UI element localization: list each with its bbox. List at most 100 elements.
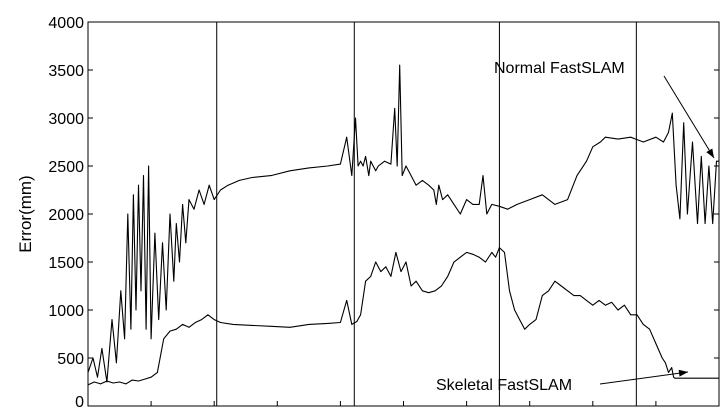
data-point-skeletal-fastslam [624, 304, 625, 306]
data-point-skeletal-fastslam [665, 362, 666, 364]
data-point-skeletal-fastslam [213, 319, 215, 320]
data-point-normal-fastslam [529, 199, 531, 201]
data-point-normal-fastslam [668, 132, 669, 133]
data-point-normal-fastslam [399, 64, 401, 66]
data-point-skeletal-fastslam [390, 276, 392, 277]
data-point-normal-fastslam [365, 156, 366, 157]
data-point-normal-fastslam [683, 122, 685, 124]
data-point-skeletal-fastslam [509, 290, 510, 292]
data-point-normal-fastslam [130, 328, 132, 330]
data-point-normal-fastslam [92, 357, 94, 359]
data-point-normal-fastslam [447, 194, 449, 196]
data-point-normal-fastslam [340, 163, 341, 165]
data-point-skeletal-fastslam [529, 324, 531, 325]
data-point-normal-fastslam [541, 194, 543, 196]
data-point-skeletal-fastslam [554, 280, 556, 282]
data-point-skeletal-fastslam [194, 322, 196, 323]
data-point-normal-fastslam [357, 165, 359, 167]
data-point-normal-fastslam [692, 141, 693, 143]
data-point-normal-fastslam [655, 136, 657, 138]
data-point-normal-fastslam [716, 160, 717, 162]
series-line-skeletal-fastslam [87, 247, 719, 386]
y-axis-title: Error(mm) [16, 175, 35, 252]
y-tick-label: 3000 [48, 111, 84, 128]
data-point-skeletal-fastslam [524, 328, 526, 330]
data-point-normal-fastslam [351, 175, 353, 177]
data-point-skeletal-fastslam [447, 276, 449, 277]
data-point-skeletal-fastslam [592, 304, 594, 306]
data-point-skeletal-fastslam [573, 295, 575, 296]
data-point-skeletal-fastslam [100, 383, 101, 385]
data-point-normal-fastslam [405, 165, 407, 167]
data-point-skeletal-fastslam [400, 271, 402, 272]
data-point-normal-fastslam [308, 167, 310, 169]
data-point-skeletal-fastslam [453, 261, 455, 263]
data-point-skeletal-fastslam [434, 290, 436, 292]
data-point-normal-fastslam [169, 213, 171, 215]
data-point-normal-fastslam [346, 136, 348, 138]
data-point-skeletal-fastslam [351, 324, 353, 325]
data-point-normal-fastslam [675, 184, 677, 186]
data-point-skeletal-fastslam [360, 314, 361, 316]
data-point-normal-fastslam [600, 141, 601, 143]
data-point-skeletal-fastslam [175, 328, 177, 330]
data-point-normal-fastslam [372, 165, 374, 167]
data-point-skeletal-fastslam [673, 376, 674, 378]
data-point-skeletal-fastslam [499, 247, 500, 249]
data-point-skeletal-fastslam [207, 314, 209, 316]
data-point-normal-fastslam [138, 184, 139, 186]
data-point-skeletal-fastslam [605, 304, 606, 306]
data-point-skeletal-fastslam [560, 285, 562, 287]
data-point-skeletal-fastslam [182, 324, 184, 325]
data-point-normal-fastslam [516, 204, 518, 205]
data-point-skeletal-fastslam [163, 338, 165, 340]
data-point-normal-fastslam [390, 163, 392, 165]
data-point-normal-fastslam [630, 136, 632, 138]
annotation-skeletal-arrow [599, 371, 689, 385]
data-point-normal-fastslam [472, 204, 474, 205]
data-point-normal-fastslam [384, 160, 385, 162]
data-point-normal-fastslam [133, 194, 134, 196]
data-point-skeletal-fastslam [270, 325, 272, 327]
data-point-normal-fastslam [486, 213, 488, 215]
data-point-skeletal-fastslam [157, 372, 158, 373]
data-point-normal-fastslam [605, 136, 606, 138]
series-line-normal-fastslam [87, 64, 719, 383]
data-point-skeletal-fastslam [491, 252, 493, 253]
data-point-normal-fastslam [135, 309, 137, 311]
annotation-normal-arrow [663, 75, 715, 159]
data-point-normal-fastslam [188, 199, 190, 201]
data-point-skeletal-fastslam [548, 290, 549, 292]
data-point-normal-fastslam [208, 184, 210, 186]
vertical-marker-lines [216, 22, 637, 406]
data-point-skeletal-fastslam [485, 261, 486, 263]
data-point-skeletal-fastslam [346, 300, 348, 301]
data-point-skeletal-fastslam [495, 256, 496, 258]
data-point-normal-fastslam [704, 223, 706, 225]
data-point-normal-fastslam [162, 242, 163, 244]
y-tick-label: 0 [75, 394, 84, 408]
data-point-normal-fastslam [576, 175, 578, 177]
data-point-normal-fastslam [289, 170, 291, 172]
data-point-skeletal-fastslam [201, 319, 203, 320]
data-point-skeletal-fastslam [649, 328, 650, 330]
data-point-skeletal-fastslam [395, 252, 397, 253]
data-point-skeletal-fastslam [674, 377, 676, 379]
data-point-normal-fastslam [154, 232, 156, 234]
y-tick-label: 1000 [48, 303, 84, 320]
data-point-normal-fastslam [377, 165, 379, 167]
data-point-skeletal-fastslam [405, 261, 407, 263]
data-point-skeletal-fastslam [535, 319, 537, 320]
data-point-normal-fastslam [478, 204, 480, 205]
data-point-normal-fastslam [687, 213, 688, 215]
data-point-normal-fastslam [697, 223, 698, 225]
data-point-normal-fastslam [592, 146, 594, 148]
y-tick-label: 2500 [48, 159, 84, 176]
data-point-skeletal-fastslam [380, 271, 382, 272]
data-point-skeletal-fastslam [466, 252, 467, 253]
data-point-normal-fastslam [360, 160, 361, 162]
annotation-skeletal-fastslam: Skeletal FastSLAM [436, 369, 689, 394]
data-point-normal-fastslam [116, 362, 117, 364]
data-point-normal-fastslam [507, 208, 508, 210]
